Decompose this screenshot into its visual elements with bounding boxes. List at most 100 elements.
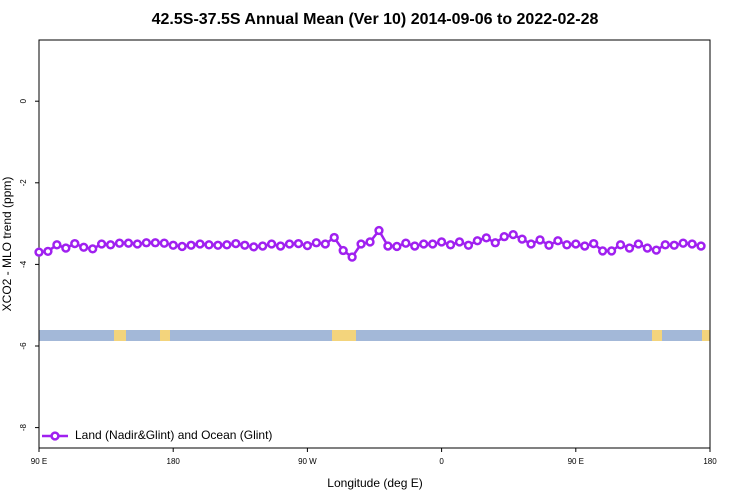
data-point <box>266 239 277 249</box>
data-point <box>669 240 679 250</box>
y-axis-label: XCO2 - MLO trend (ppm) <box>0 177 14 312</box>
data-point <box>114 238 125 248</box>
y-tick-label: -8 <box>19 423 28 431</box>
data-point <box>454 237 465 247</box>
data-point <box>231 238 241 249</box>
x-tick-label: 180 <box>703 457 717 466</box>
x-axis-label: Longitude (deg E) <box>327 476 422 490</box>
data-point <box>535 235 545 245</box>
data-point <box>508 229 518 240</box>
x-tick-label: 0 <box>439 457 444 466</box>
data-point <box>284 239 295 249</box>
data-point <box>472 236 483 246</box>
data-point <box>445 240 456 250</box>
data-point <box>428 239 438 249</box>
data-point <box>275 241 286 251</box>
data-point <box>34 247 44 257</box>
data-point <box>293 238 304 249</box>
x-tick-label: 90 W <box>298 457 317 466</box>
data-point <box>195 239 205 249</box>
data-point <box>553 236 563 246</box>
data-point <box>347 252 357 262</box>
plot-frame <box>38 39 711 449</box>
data-point <box>302 240 313 251</box>
data-point <box>481 233 491 243</box>
data-point <box>52 240 62 250</box>
data-point <box>571 239 581 249</box>
data-point <box>392 241 402 252</box>
data-point <box>249 242 259 252</box>
data-point <box>204 240 214 250</box>
y-tick-label: -4 <box>19 260 28 268</box>
data-point <box>687 239 697 249</box>
data-point <box>499 232 509 242</box>
data-point <box>159 238 169 248</box>
legend-label: Land (Nadir&Glint) and Ocean (Glint) <box>75 428 272 442</box>
y-tick-label: 0 <box>19 98 28 103</box>
data-point <box>562 240 572 250</box>
land-patch <box>652 330 662 341</box>
data-point <box>150 238 160 248</box>
data-point <box>88 244 98 254</box>
data-point <box>696 241 706 251</box>
x-tick-label: 90 E <box>568 457 584 466</box>
data-point <box>141 238 152 248</box>
data-point <box>633 239 644 249</box>
data-point <box>383 241 393 251</box>
data-point <box>311 238 321 248</box>
data-point <box>43 246 53 256</box>
data-point <box>517 234 527 244</box>
data-point <box>96 239 107 249</box>
land-patch <box>114 330 126 341</box>
land-patch <box>332 330 356 341</box>
data-point <box>70 238 80 249</box>
data-point <box>401 238 411 248</box>
data-point <box>606 246 617 256</box>
data-point <box>356 239 366 249</box>
data-point <box>240 240 250 250</box>
x-tick-label: 180 <box>167 457 181 466</box>
land-patch <box>702 330 710 341</box>
data-point <box>213 240 223 250</box>
y-tick-label: -6 <box>19 342 28 350</box>
data-point <box>597 246 608 256</box>
data-point <box>419 239 429 249</box>
data-point <box>374 225 384 236</box>
data-point <box>132 239 143 249</box>
land-patch <box>160 330 170 341</box>
data-point <box>320 239 330 249</box>
land-ocean-band <box>39 330 710 341</box>
data-point <box>463 240 474 250</box>
data-point <box>642 243 653 253</box>
data-point <box>258 241 268 251</box>
x-tick-label: 90 E <box>31 457 47 466</box>
data-point <box>615 240 626 250</box>
data-point <box>544 240 554 250</box>
ocean-band <box>39 330 710 341</box>
data-point <box>186 240 196 250</box>
data-point <box>410 241 420 251</box>
data-point <box>436 237 447 247</box>
data-point <box>589 238 599 249</box>
data-point <box>123 238 134 248</box>
data-point <box>624 243 635 253</box>
data-point <box>660 240 670 250</box>
data-point <box>365 237 375 247</box>
data-point <box>490 238 500 248</box>
data-point <box>338 245 348 256</box>
data-point <box>678 238 688 248</box>
data-point <box>79 242 89 252</box>
data-point <box>580 241 590 251</box>
data-point <box>329 232 339 243</box>
data-point <box>651 245 661 255</box>
y-tick-label: -2 <box>19 179 28 187</box>
data-point <box>105 240 116 250</box>
legend-marker <box>50 431 60 441</box>
data-point <box>168 240 178 250</box>
data-point <box>222 240 232 250</box>
data-point <box>61 243 71 253</box>
data-point <box>177 241 187 252</box>
chart-title: 42.5S-37.5S Annual Mean (Ver 10) 2014-09… <box>152 11 599 28</box>
data-point <box>526 239 536 249</box>
